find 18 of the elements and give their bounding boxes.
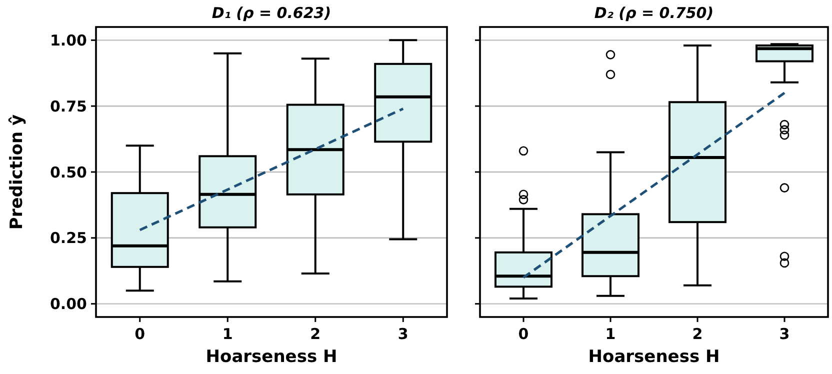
x-tick-label: 1	[605, 325, 616, 343]
y-tick-label: 0.00	[50, 295, 87, 314]
x-tick-label: 1	[222, 325, 233, 343]
x-axis-title: Hoarseness H	[206, 347, 338, 367]
x-tick-label: 3	[779, 325, 790, 343]
x-tick-label: 2	[692, 325, 703, 343]
x-tick-label: 3	[398, 325, 408, 343]
y-tick-label: 0.50	[50, 163, 87, 182]
y-tick-label: 0.25	[50, 229, 87, 248]
y-tick-label: 0.75	[50, 97, 87, 116]
y-tick-label: 1.00	[50, 31, 87, 50]
x-axis-title: Hoarseness H	[588, 347, 720, 367]
chart-title: D₁ (ρ = 0.623)	[212, 4, 332, 22]
y-axis-title: Prediction ŷ	[7, 114, 27, 230]
x-tick-label: 2	[310, 325, 321, 343]
x-tick-label: 0	[134, 325, 146, 343]
x-tick-label: 0	[518, 325, 529, 343]
chart-title: D₂ (ρ = 0.750)	[594, 4, 714, 22]
